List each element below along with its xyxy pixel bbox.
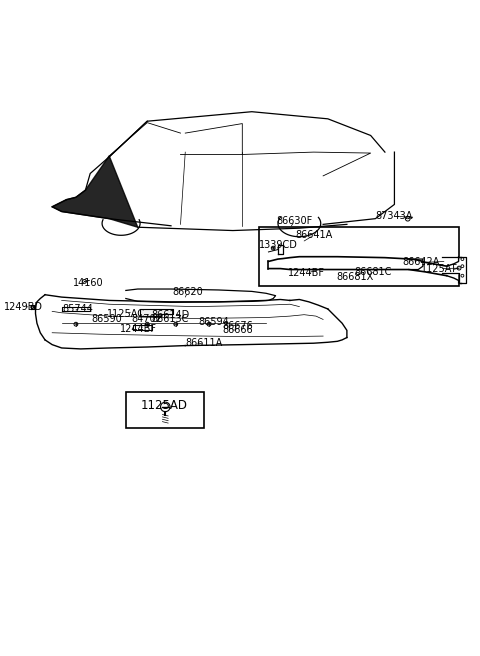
Text: 87343A: 87343A — [376, 211, 413, 221]
Bar — [126, 392, 204, 428]
Polygon shape — [442, 256, 466, 283]
Text: 1249BD: 1249BD — [4, 302, 43, 312]
Text: 1244BF: 1244BF — [288, 268, 325, 278]
Text: 86620: 86620 — [172, 287, 203, 297]
Text: 86630F: 86630F — [276, 216, 313, 226]
Text: 85744: 85744 — [63, 304, 94, 314]
Polygon shape — [52, 156, 138, 227]
Polygon shape — [140, 309, 173, 316]
Text: 1125AT: 1125AT — [421, 264, 458, 274]
Text: 84702: 84702 — [132, 314, 163, 325]
Text: 86614D: 86614D — [151, 310, 189, 320]
Text: 86642A: 86642A — [402, 257, 439, 268]
Text: 1244BF: 1244BF — [120, 324, 157, 334]
Text: 86611A: 86611A — [186, 338, 223, 348]
Text: 1125AD: 1125AD — [140, 399, 187, 412]
Text: 1339CD: 1339CD — [259, 240, 298, 250]
FancyBboxPatch shape — [259, 227, 458, 286]
Text: 86613C: 86613C — [151, 314, 189, 325]
Text: 86666: 86666 — [222, 325, 253, 335]
Text: 86641A: 86641A — [295, 230, 332, 240]
Text: 86594: 86594 — [198, 317, 229, 327]
Text: 14160: 14160 — [72, 278, 103, 288]
Text: 86590: 86590 — [92, 314, 122, 325]
Text: 86681C: 86681C — [354, 267, 392, 277]
Text: 86681X: 86681X — [337, 272, 374, 282]
Text: 86676: 86676 — [222, 321, 253, 331]
Text: 1125AC: 1125AC — [107, 309, 145, 319]
